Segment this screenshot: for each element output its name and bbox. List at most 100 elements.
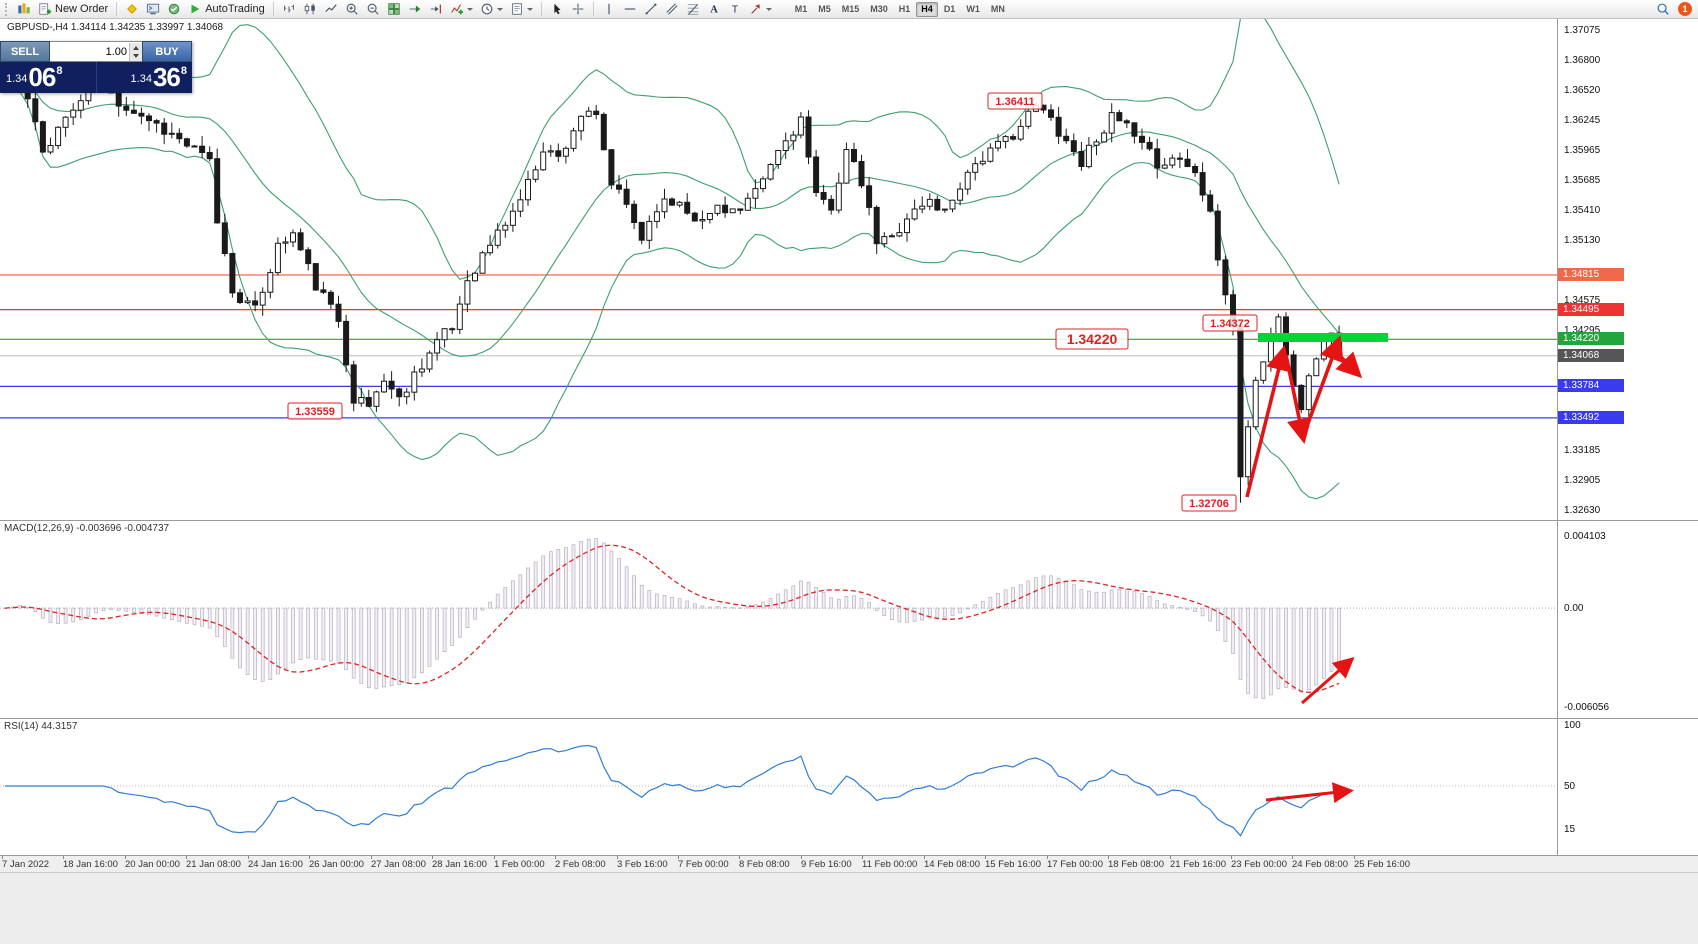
strategy-tester-button[interactable] bbox=[164, 1, 184, 18]
main-toolbar: New Order AutoTrading A T M1 M5 M15 M30 H1 H4 D1 W… bbox=[0, 0, 1698, 19]
time-tick bbox=[862, 856, 863, 859]
text-button[interactable]: A bbox=[704, 1, 724, 18]
cursor-button[interactable] bbox=[547, 1, 567, 18]
price-tick: 1.34575 bbox=[1564, 295, 1601, 306]
new-order-label: New Order bbox=[55, 3, 109, 15]
time-label: 1 Feb 00:00 bbox=[494, 859, 545, 870]
notification-badge[interactable]: 1 bbox=[1678, 2, 1692, 16]
toolbar-separator bbox=[116, 2, 118, 16]
vertical-line-button[interactable] bbox=[599, 1, 619, 18]
macd-plot[interactable]: MACD(12,26,9) -0.003696 -0.004737 bbox=[0, 521, 1557, 718]
time-tick bbox=[1108, 856, 1109, 859]
price-level-box: 1.33784 bbox=[1558, 379, 1624, 392]
volume-steppers bbox=[129, 42, 142, 61]
horizontal-line-button[interactable] bbox=[620, 1, 640, 18]
time-tick bbox=[1231, 856, 1232, 859]
volume-up-button[interactable] bbox=[130, 42, 142, 52]
metaeditor-button[interactable] bbox=[122, 1, 142, 18]
time-label: 18 Jan 16:00 bbox=[63, 859, 118, 870]
rsi-scale[interactable]: 100 50 15 bbox=[1557, 719, 1698, 855]
macd-chart[interactable] bbox=[0, 521, 1557, 718]
fibonacci-button[interactable] bbox=[683, 1, 703, 18]
price-level-box: 1.34495 bbox=[1558, 303, 1624, 316]
macd-tick: -0.006056 bbox=[1564, 702, 1610, 713]
new-order-button[interactable]: New Order bbox=[35, 1, 111, 18]
time-label: 3 Feb 16:00 bbox=[617, 859, 668, 870]
price-tick: 1.35685 bbox=[1564, 175, 1601, 186]
price-scale[interactable]: 1.37075 1.36800 1.36520 1.36245 1.35965 1.356… bbox=[1557, 19, 1698, 520]
timeframe-m5-button[interactable]: M5 bbox=[813, 2, 836, 17]
strategy-tester-icon bbox=[167, 2, 181, 16]
one-click-trading-panel: SELL 1.00 BUY 1.34 06 8 1.3 bbox=[0, 41, 192, 93]
macd-scale[interactable]: 0.004103 0.00 -0.006056 bbox=[1557, 521, 1698, 718]
terminal-button[interactable] bbox=[143, 1, 163, 18]
search-button[interactable] bbox=[1653, 1, 1673, 18]
chart-ohlc-header: GBPUSD-,H4 1.34114 1.34235 1.33997 1.340… bbox=[7, 22, 224, 33]
time-label: 24 Jan 16:00 bbox=[248, 859, 303, 870]
toolbar-right: 1 bbox=[1653, 1, 1694, 18]
fibonacci-icon bbox=[686, 2, 700, 16]
price-tick: 1.32905 bbox=[1564, 475, 1601, 486]
arrows-icon bbox=[749, 2, 763, 16]
tile-windows-button[interactable] bbox=[384, 1, 404, 18]
timeframe-w1-button[interactable]: W1 bbox=[961, 2, 985, 17]
one-click-prices: 1.34 06 8 1.34 36 8 bbox=[0, 62, 192, 93]
time-label: 27 Jan 08:00 bbox=[371, 859, 426, 870]
line-chart-button[interactable] bbox=[321, 1, 341, 18]
zoom-in-button[interactable] bbox=[342, 1, 362, 18]
toolbar-separator bbox=[592, 2, 594, 16]
label-button[interactable]: T bbox=[725, 1, 745, 18]
periods-button[interactable] bbox=[477, 1, 506, 18]
timeframe-toolbar: M1 M5 M15 M30 H1 H4 D1 W1 MN bbox=[790, 1, 1010, 17]
time-label: 20 Jan 00:00 bbox=[125, 859, 180, 870]
timeframe-m15-button[interactable]: M15 bbox=[837, 2, 865, 17]
trendline-button[interactable] bbox=[641, 1, 661, 18]
price-tick: 1.35965 bbox=[1564, 145, 1601, 156]
horizontal-line-icon bbox=[623, 2, 637, 16]
zoom-out-button[interactable] bbox=[363, 1, 383, 18]
volume-field[interactable]: 1.00 bbox=[50, 41, 142, 62]
time-axis[interactable]: 7 Jan 2022 18 Jan 16:00 20 Jan 00:00 21 Jan… bbox=[0, 855, 1698, 872]
candlestick-chart-button[interactable] bbox=[300, 1, 320, 18]
buy-price-base: 1.34 bbox=[130, 73, 152, 85]
arrows-button[interactable] bbox=[746, 1, 775, 18]
crosshair-button[interactable] bbox=[568, 1, 588, 18]
time-tick bbox=[2, 856, 3, 859]
timeframe-m30-button[interactable]: M30 bbox=[865, 2, 893, 17]
volume-down-button[interactable] bbox=[130, 51, 142, 61]
timeframe-h1-button[interactable]: H1 bbox=[894, 2, 916, 17]
rsi-plot[interactable]: RSI(14) 44.3157 bbox=[0, 719, 1557, 855]
time-tick bbox=[1170, 856, 1171, 859]
mt-logo-button[interactable] bbox=[14, 1, 34, 18]
sell-button[interactable]: SELL bbox=[0, 41, 50, 62]
toolbar-grip[interactable] bbox=[5, 2, 9, 16]
equidistant-channel-button[interactable] bbox=[662, 1, 682, 18]
timeframe-m1-button[interactable]: M1 bbox=[790, 2, 813, 17]
rsi-header: RSI(14) 44.3157 bbox=[4, 721, 77, 732]
timeframe-d1-button[interactable]: D1 bbox=[939, 2, 961, 17]
timeframe-mn-button[interactable]: MN bbox=[986, 2, 1010, 17]
buy-button[interactable]: BUY bbox=[142, 41, 192, 62]
rsi-chart[interactable] bbox=[0, 719, 1557, 855]
time-tick bbox=[678, 856, 679, 859]
chart-shift-button[interactable] bbox=[426, 1, 446, 18]
time-tick bbox=[1047, 856, 1048, 859]
templates-button[interactable] bbox=[507, 1, 536, 18]
macd-values: -0.003696 -0.004737 bbox=[76, 523, 170, 534]
equidistant-channel-icon bbox=[665, 2, 679, 16]
autotrading-button[interactable]: AutoTrading bbox=[185, 1, 268, 18]
auto-scroll-button[interactable] bbox=[405, 1, 425, 18]
price-level-box: 1.34068 bbox=[1558, 349, 1624, 362]
bar-chart-button[interactable] bbox=[279, 1, 299, 18]
sell-price[interactable]: 1.34 06 8 bbox=[0, 62, 96, 93]
toolbar-groups: New Order AutoTrading A T bbox=[14, 1, 775, 18]
candlestick-chart[interactable]: 1.36411 1.34372 1.34220 1.33559 1.32706 bbox=[0, 19, 1557, 520]
indicators-button[interactable] bbox=[447, 1, 476, 18]
rsi-value: 44.3157 bbox=[41, 721, 78, 732]
timeframe-h4-button[interactable]: H4 bbox=[916, 1, 938, 17]
buy-price[interactable]: 1.34 36 8 bbox=[95, 62, 193, 93]
price-tick: 1.36520 bbox=[1564, 85, 1601, 96]
main-chart-plot[interactable]: GBPUSD-,H4 1.34114 1.34235 1.33997 1.340… bbox=[0, 19, 1557, 520]
rsi-panel: RSI(14) 44.3157 100 50 15 bbox=[0, 718, 1698, 855]
